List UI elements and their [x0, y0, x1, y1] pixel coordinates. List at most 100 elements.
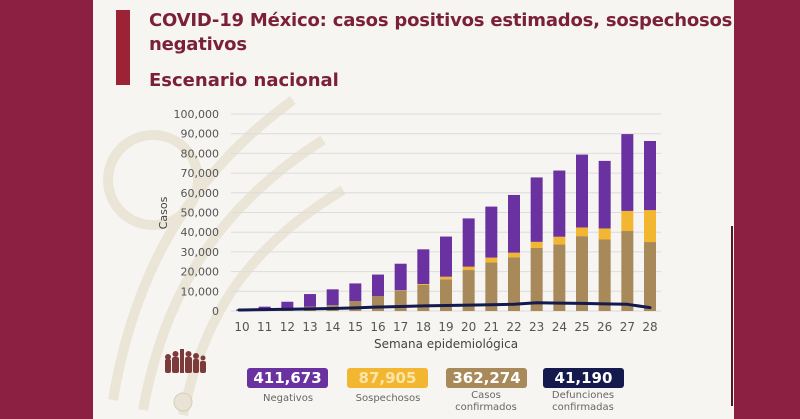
- bar-negativos-wk17: [394, 263, 407, 291]
- x-axis-ticks: 10 11 12 13 14 15 16 17 18 19 20 21 22 23 24 25 26 27 28: [234, 320, 657, 334]
- x-tick-label: 11: [257, 320, 272, 334]
- x-tick-label: 13: [302, 320, 317, 334]
- bar-casos-confirmados-wk22: [508, 257, 520, 311]
- x-tick-label: 25: [574, 320, 589, 334]
- slide-title-line2: negativos: [149, 34, 247, 55]
- x-tick-label: 22: [506, 320, 521, 334]
- y-axis-ticks: 0 10,000 20,000 30,000 40,000 50,000 60,000 70,…: [174, 108, 220, 318]
- x-axis-label: Semana epidemiológica: [374, 337, 518, 351]
- y-tick-label: 80,000: [181, 147, 220, 160]
- bar-negativos-wk16: [372, 274, 384, 297]
- bar-negativos-wk27: [621, 134, 634, 211]
- y-tick-label: 30,000: [181, 246, 220, 259]
- bar-casos-confirmados-wk15: [349, 301, 362, 311]
- y-tick-label: 100,000: [174, 108, 220, 121]
- x-tick-label: 17: [393, 320, 408, 334]
- bar-casos-confirmados-wk21: [485, 262, 498, 311]
- bar-sospechosos-wk25: [576, 227, 588, 237]
- x-tick-label: 26: [597, 320, 612, 334]
- bar-casos-confirmados-wk16: [372, 296, 384, 311]
- slide-title: COVID-19 México: casos positivos estimad…: [149, 9, 734, 57]
- x-tick-label: 15: [348, 320, 363, 334]
- bar-sospechosos-wk23: [530, 241, 543, 248]
- title-accent-bar: [116, 10, 130, 85]
- y-tick-label: 50,000: [181, 207, 220, 220]
- bar-sospechosos-wk18: [417, 284, 430, 285]
- x-tick-label: 14: [325, 320, 340, 334]
- y-tick-label: 20,000: [181, 266, 220, 279]
- y-tick-label: 60,000: [181, 187, 220, 200]
- total-sospechosos-badge: 87,905: [347, 368, 428, 388]
- slide-subtitle: Escenario nacional: [149, 70, 339, 91]
- x-tick-label: 20: [461, 320, 476, 334]
- bar-sospechosos-wk21: [485, 257, 498, 263]
- total-sospechosos-label: Sospechosos: [355, 393, 421, 404]
- x-tick-label: 16: [370, 320, 385, 334]
- bar-sospechosos-wk19: [440, 276, 452, 280]
- total-defunciones-label-line1: Defunciones: [551, 390, 615, 401]
- bar-sospechosos-wk27: [621, 210, 634, 232]
- national-seal-icon: [173, 392, 193, 412]
- bar-sospechosos-wk22: [508, 252, 520, 258]
- total-confirmados-label-line2: confirmados: [455, 402, 517, 413]
- bar-negativos-wk15: [349, 283, 362, 302]
- bar-negativos-wk22: [508, 194, 520, 253]
- bar-negativos-wk18: [417, 249, 430, 285]
- total-confirmados-label: Casos confirmados: [436, 390, 536, 414]
- y-tick-label: 10,000: [181, 285, 220, 298]
- x-tick-label: 12: [280, 320, 295, 334]
- total-negativos-badge: 411,673: [247, 368, 328, 388]
- bar-sospechosos-wk24: [553, 236, 566, 245]
- bar-negativos-wk19: [440, 236, 452, 277]
- slide-title-line1: COVID-19 México: casos positivos estimad…: [149, 10, 734, 31]
- line-defunciones-confirmadas: [237, 301, 652, 312]
- x-tick-label: 27: [620, 320, 635, 334]
- y-tick-label: 0: [212, 305, 219, 318]
- bar-negativos-wk21: [485, 206, 498, 258]
- bar-negativos-wk24: [553, 170, 566, 237]
- bar-casos-confirmados-wk23: [530, 247, 543, 311]
- edge-divider: [731, 226, 733, 406]
- watermark-decoration: [103, 95, 346, 417]
- y-tick-label: 40,000: [181, 226, 220, 239]
- x-tick-label: 24: [552, 320, 567, 334]
- y-tick-label: 90,000: [181, 128, 220, 141]
- y-tick-label: 70,000: [181, 167, 220, 180]
- bar-sospechosos-wk17: [394, 290, 407, 291]
- total-defunciones-badge: 41,190: [543, 368, 624, 388]
- bar-negativos-wk20: [462, 218, 475, 267]
- x-tick-label: 23: [529, 320, 544, 334]
- x-tick-label: 28: [642, 320, 657, 334]
- bar-casos-confirmados-wk26: [598, 239, 611, 311]
- total-confirmados-badge: 362,274: [446, 368, 527, 388]
- total-defunciones-label: Defunciones confirmadas: [533, 390, 633, 414]
- people-group-logo: [163, 345, 207, 415]
- bar-casos-confirmados-wk27: [621, 231, 634, 311]
- bar-negativos-wk25: [576, 154, 588, 228]
- bar-sospechosos-wk20: [462, 266, 475, 271]
- bar-negativos-wk26: [598, 160, 611, 229]
- bar-casos-confirmados-wk25: [576, 236, 588, 311]
- bar-negativos-wk12: [281, 301, 294, 309]
- bar-casos-confirmados-wk20: [462, 270, 475, 311]
- bar-negativos-wk28: [644, 140, 656, 211]
- bar-sospechosos-wk26: [598, 228, 611, 240]
- bar-negativos-wk14: [326, 289, 339, 306]
- bars: [236, 134, 656, 311]
- x-tick-label: 10: [234, 320, 249, 334]
- bar-casos-confirmados-wk19: [440, 279, 452, 311]
- bar-negativos-wk13: [304, 294, 316, 307]
- total-defunciones-label-line2: confirmadas: [552, 402, 614, 413]
- y-axis-label: Casos: [157, 196, 170, 229]
- bar-negativos-wk23: [530, 177, 543, 242]
- x-tick-label: 18: [416, 320, 431, 334]
- total-confirmados-label-line1: Casos: [471, 390, 501, 401]
- x-tick-label: 19: [438, 320, 453, 334]
- bar-casos-confirmados-wk28: [644, 242, 656, 311]
- x-tick-label: 21: [484, 320, 499, 334]
- total-negativos-label: Negativos: [262, 393, 314, 404]
- bar-casos-confirmados-wk24: [553, 244, 566, 311]
- bar-sospechosos-wk28: [644, 210, 656, 243]
- deaths-line: [237, 301, 652, 312]
